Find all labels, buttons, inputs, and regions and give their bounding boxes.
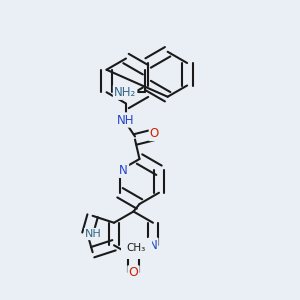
Text: NH₂: NH₂	[114, 86, 136, 99]
Text: NH: NH	[85, 229, 102, 239]
Text: N: N	[119, 164, 128, 177]
Text: CH₃: CH₃	[127, 243, 146, 253]
Text: O: O	[150, 127, 159, 140]
Text: O: O	[129, 266, 138, 280]
Text: N: N	[148, 239, 158, 252]
Text: NH: NH	[117, 113, 135, 127]
